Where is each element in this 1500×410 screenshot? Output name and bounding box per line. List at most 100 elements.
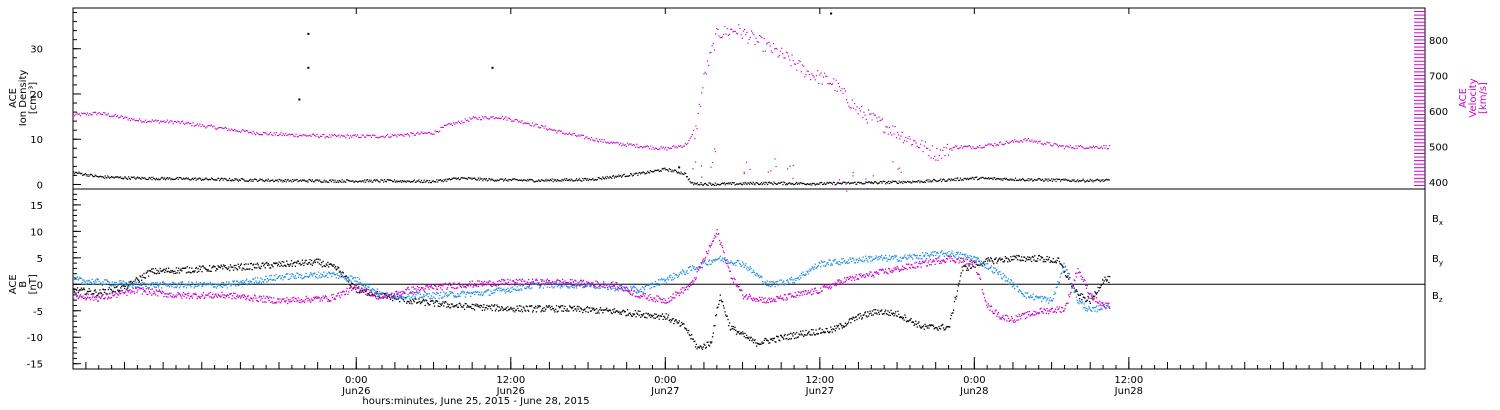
density-point [400,180,402,182]
velocity-point [381,135,383,138]
density-point [645,172,647,174]
velocity-point [761,37,763,39]
field-point-Bx [720,299,722,301]
field-point-By [461,291,463,293]
density-point [808,183,810,185]
field-point-Bx [1015,257,1017,259]
field-point-By [334,273,336,276]
field-point-By [430,295,433,297]
velocity-point [180,121,182,123]
field-point-Bx [701,348,704,351]
velocity-point [799,60,801,63]
field-point-By [855,259,857,261]
density-point [1094,180,1096,182]
density-point [231,179,233,181]
density-point [323,179,325,181]
velocity-point [813,76,815,78]
density-point [835,183,837,186]
density-point [767,183,769,186]
field-point-Bx [462,306,464,308]
velocity-point [261,134,264,136]
density-point [365,181,367,183]
density-point [256,180,259,183]
velocity-point [658,148,660,150]
field-point-Bx [1017,259,1019,261]
field-point-Bx [871,310,874,312]
velocity-point [340,134,342,136]
field-point-By [1005,276,1007,278]
velocity-point [100,113,103,116]
field-point-Bx [526,305,528,308]
field-point-Bx [639,310,641,312]
field-point-By [157,286,160,288]
density-point [442,181,444,183]
density-point [427,180,429,182]
field-point-Bx [612,309,614,311]
velocity-point [428,131,430,133]
field-point-Bx [477,305,480,308]
field-point-By [341,274,343,276]
velocity-point [544,125,546,127]
density-point [1081,179,1083,182]
field-point-Bz [108,297,110,299]
velocity-point [515,118,517,120]
field-point-Bx [436,300,438,302]
density-point [271,179,273,182]
field-point-By [73,276,76,279]
density-point [273,180,276,183]
field-point-By [1058,282,1060,285]
field-point-Bx [444,301,446,303]
field-point-Bx [117,290,120,293]
field-point-By [188,281,190,283]
velocity-point [148,121,150,123]
field-point-By [636,289,639,292]
velocity-point [543,127,545,129]
density-point [655,169,657,172]
field-point-By [786,279,788,282]
field-point-Bx [274,262,276,265]
density-point [844,181,846,184]
density-point [926,179,928,181]
field-point-By [388,293,391,296]
density-point [174,178,177,180]
density-point [809,184,811,186]
field-point-By [599,287,602,289]
density-point [146,178,149,181]
velocity-point [850,107,852,109]
field-point-By [289,273,291,275]
velocity-point [1055,143,1057,145]
velocity-point [588,137,590,139]
density-point [944,180,946,182]
field-point-By [275,273,277,276]
field-point-Bx [86,290,89,293]
velocity-point [718,35,720,37]
field-point-Bx [1088,300,1091,303]
density-point [1008,179,1010,181]
field-point-By [657,282,659,284]
field-point-Bx [964,265,966,267]
field-point-Bx [1055,262,1058,264]
velocity-point [447,123,449,125]
density-point [990,177,992,180]
velocity-point [626,142,629,144]
density-point [574,180,576,182]
field-point-Bx [898,316,901,319]
density-point [396,181,398,183]
field-point-Bx [424,304,426,307]
velocity-point [859,110,862,112]
density-point [1053,179,1055,181]
field-point-Bx [429,300,432,302]
field-point-By [630,286,632,288]
velocity-outlier [692,168,694,170]
velocity-point [835,79,837,81]
density-point [733,182,735,184]
field-point-By [263,281,265,283]
field-point-Bz [101,295,103,297]
field-point-By [688,266,691,268]
density-point [242,178,244,180]
velocity-point [232,130,235,132]
density-point [362,180,364,182]
field-point-Bx [93,292,95,295]
field-point-By [501,290,503,292]
field-point-By [383,296,385,298]
